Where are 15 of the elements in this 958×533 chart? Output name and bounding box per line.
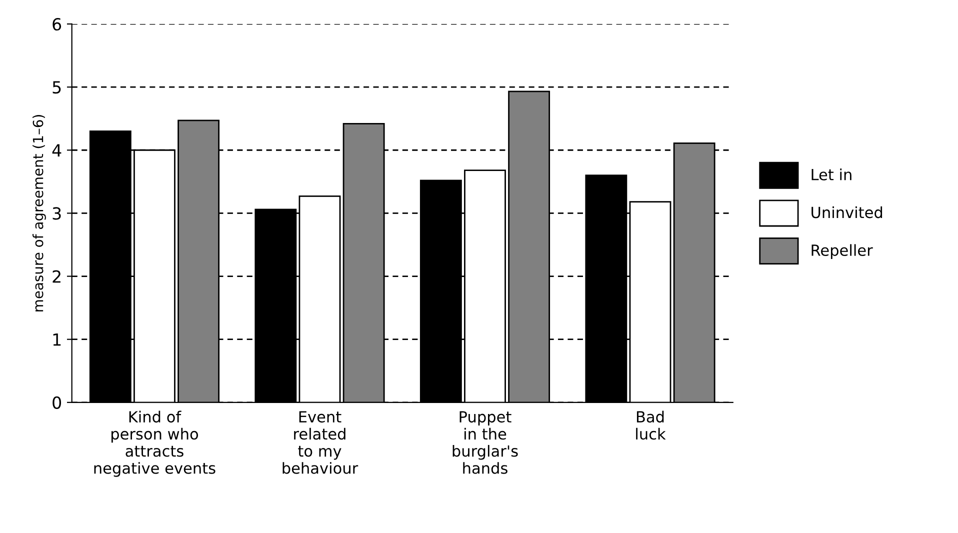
- y-tick-label: 3: [52, 207, 61, 220]
- y-tick-label: 1: [53, 334, 61, 346]
- y-axis-title: measure of agreement (1–6): [32, 115, 46, 312]
- y-tick-label: 2: [52, 270, 60, 283]
- y-tick-label: 5: [52, 81, 61, 94]
- x-tick-label: Kind of person who attracts negative events: [94, 410, 216, 477]
- y-tick-label: 6: [52, 18, 62, 31]
- legend-label: Repeller: [812, 244, 873, 259]
- legend-label: Uninvited: [812, 206, 882, 218]
- x-tick-label: Event related to my behaviour: [282, 411, 358, 474]
- y-tick-label: 4: [52, 144, 62, 156]
- legend-label: Let in: [812, 168, 852, 180]
- x-tick-label: Puppet in the burglar's hands: [452, 411, 518, 474]
- y-tick-label: 0: [52, 396, 62, 409]
- x-tick-label: Bad luck: [636, 410, 666, 440]
